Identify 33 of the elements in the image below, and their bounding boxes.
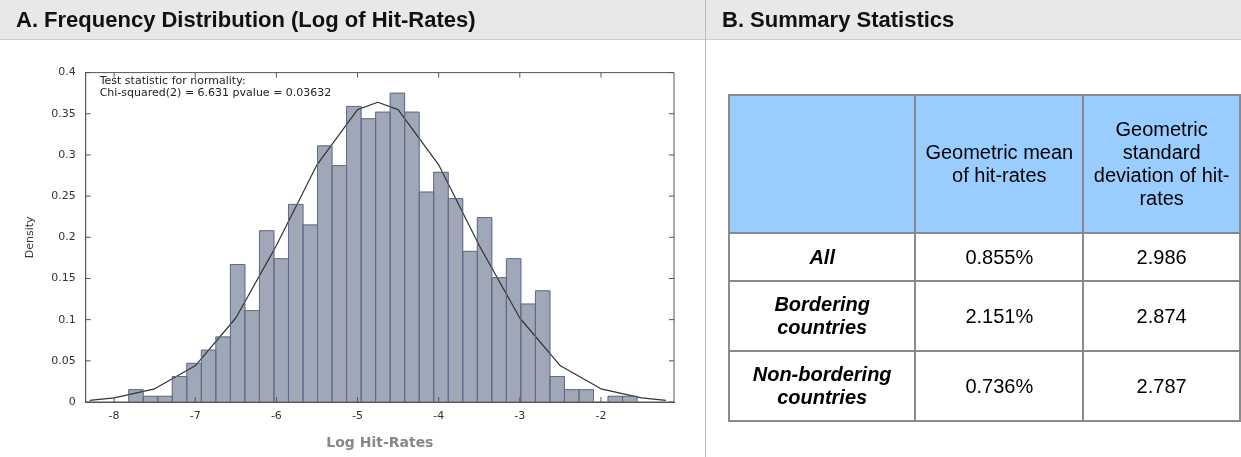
y-tick-label: 0.4 (58, 65, 76, 79)
category-label: All (809, 245, 835, 268)
text: 2.986 (1136, 245, 1187, 268)
y-tick-label: 0.35 (51, 106, 76, 120)
text: 0.736% (965, 374, 1034, 397)
category-label: Non-bordering countries (752, 363, 892, 408)
category-label: Geometric standard deviation of hit-rates (1083, 95, 1240, 233)
x-axis-title: Log Hit-Rates (326, 434, 434, 451)
x-tick-label: -6 (270, 409, 282, 423)
x-tick-label: -8 (108, 409, 120, 423)
category-label: Bordering countries (774, 293, 870, 338)
y-tick-label: 0.1 (58, 312, 76, 326)
x-tick-label: -4 (433, 409, 445, 423)
y-tick-label: 0.15 (51, 271, 76, 285)
y-tick-label: 0.05 (51, 353, 76, 367)
chart-title: A. Frequency Distribution (Log of Hit-Rates) (0, 0, 705, 40)
text: 2.874 (1136, 304, 1187, 327)
y-tick-label: 0.25 (51, 188, 76, 202)
x-tick-label: -3 (514, 409, 526, 423)
y-axis-title: Density (23, 215, 37, 259)
text: B. Summary Statistics (706, 0, 1241, 40)
annotation: Chi-squared(2) = 6.631 pvalue = 0.03632 (99, 85, 332, 99)
x-tick-label: -2 (595, 409, 607, 423)
y-tick-label: 0.3 (58, 147, 76, 161)
category-label: Geometric mean of hit-rates (915, 95, 1084, 233)
text: 2.151% (965, 304, 1034, 327)
y-tick-label: 0 (68, 394, 76, 408)
x-tick-label: -7 (189, 409, 201, 423)
y-tick-label: 0.2 (58, 230, 76, 244)
text: 0.855% (965, 245, 1034, 268)
annotation: Test statistic for normality: (98, 73, 246, 87)
x-tick-label: -5 (352, 409, 364, 423)
text: 2.787 (1136, 374, 1187, 397)
